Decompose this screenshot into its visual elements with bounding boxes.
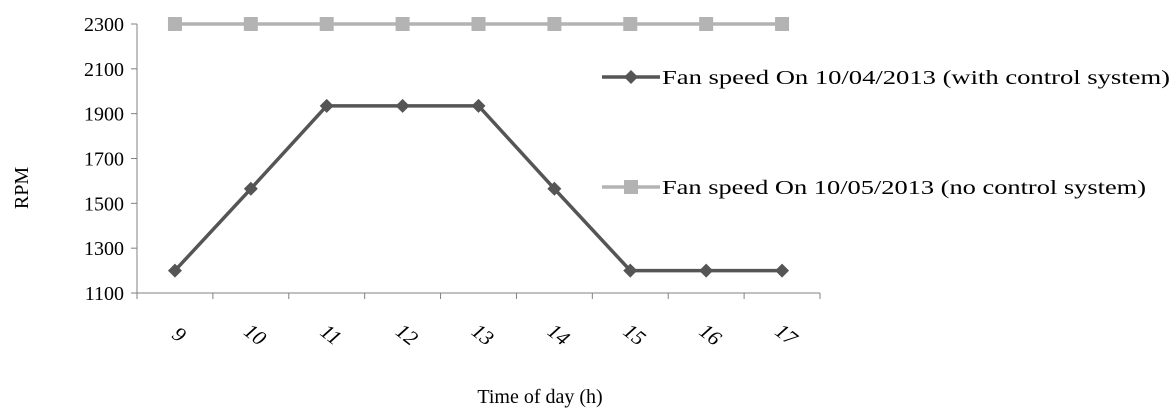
data-point-diamond: [167, 263, 182, 278]
legend: Fan speed On 10/04/2013 (with control sy…: [602, 67, 1170, 199]
data-point-square: [471, 17, 486, 31]
data-point-diamond: [775, 263, 790, 278]
x-tick-label: 17: [771, 319, 804, 352]
data-point-diamond: [699, 263, 714, 278]
data-point-square: [395, 17, 410, 31]
y-axis-title: RPM: [11, 167, 33, 209]
y-tick-label: 1900: [84, 104, 124, 126]
legend-label-2: Fan speed On 10/05/2013 (no control syst…: [662, 177, 1146, 199]
y-tick-label: 1300: [84, 238, 124, 260]
x-tick-label: 12: [391, 319, 423, 351]
x-tick-label: 14: [543, 319, 575, 351]
data-point-square: [167, 17, 182, 31]
data-point-diamond: [471, 98, 486, 113]
x-tick-label: 9: [168, 322, 191, 348]
data-point-diamond: [623, 263, 638, 278]
y-tick-label: 2300: [84, 14, 124, 36]
axes-layer: [136, 24, 820, 294]
x-tick-label: 13: [467, 319, 498, 351]
x-tick-label: 10: [239, 319, 271, 351]
data-point-square: [243, 17, 258, 31]
data-point-square: [775, 17, 790, 31]
data-point-square: [547, 17, 562, 31]
data-point-square: [623, 17, 638, 31]
data-point-diamond: [395, 98, 410, 113]
y-tick-label: 1700: [84, 149, 124, 171]
data-point-diamond: [243, 181, 258, 196]
y-tick-label: 1100: [85, 283, 124, 305]
legend-label-1: Fan speed On 10/04/2013 (with control sy…: [662, 67, 1170, 89]
data-point-square: [699, 17, 714, 31]
x-tick-label: 15: [619, 319, 650, 351]
x-axis-title: Time of day (h): [477, 386, 602, 408]
y-tick-label: 1500: [84, 193, 124, 215]
x-tick-label: 11: [316, 319, 346, 350]
series-layer: [167, 17, 790, 278]
legend-marker-diamond: [624, 70, 638, 84]
data-point-diamond: [547, 181, 562, 196]
x-tick-label: 16: [695, 319, 727, 351]
data-point-diamond: [319, 98, 334, 113]
y-tick-label: 2100: [84, 59, 124, 81]
data-point-square: [319, 17, 334, 31]
legend-marker-square: [624, 180, 638, 194]
